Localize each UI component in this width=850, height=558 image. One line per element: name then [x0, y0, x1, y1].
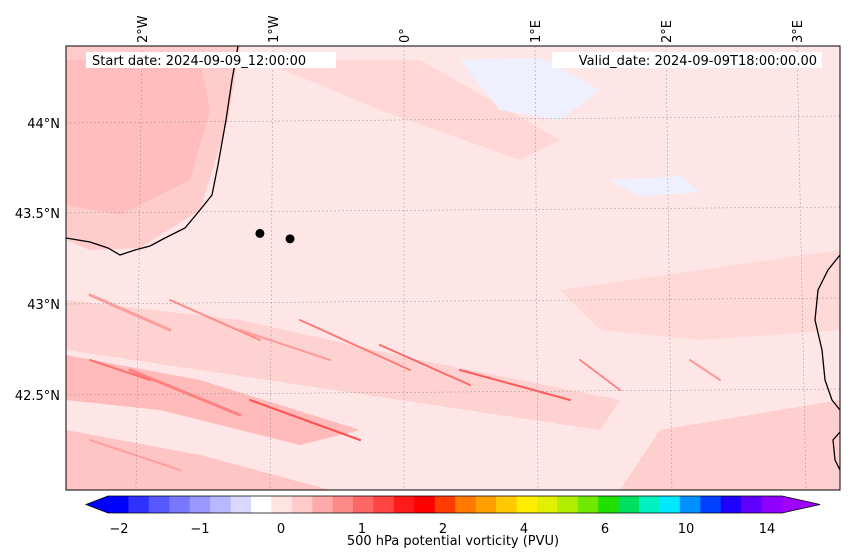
start-date-box — [86, 52, 336, 68]
valid-date-label: Valid_date: 2024-09-09T18:00:00.00 — [579, 54, 817, 69]
colorbar-swatch — [679, 496, 701, 513]
colorbar-swatch — [557, 496, 579, 513]
colorbar-extend-min — [86, 496, 108, 513]
colorbar-label: 500 hPa potential vorticity (PVU) — [347, 534, 559, 549]
lat-tick-label: 44°N — [27, 117, 60, 132]
colorbar-swatch — [189, 496, 211, 513]
graticule — [66, 46, 840, 490]
colorbar-swatch — [128, 496, 150, 513]
station-1-marker — [255, 228, 265, 238]
station-2-marker — [285, 234, 295, 244]
coastline-atlantic — [66, 46, 239, 256]
colorbar-swatch — [516, 496, 538, 513]
colorbar-swatch — [455, 496, 477, 513]
vorticity-streaks — [88, 293, 721, 471]
colorbar-tick-label: 1 — [358, 522, 366, 537]
colorbar-swatch — [720, 496, 742, 513]
colorbar-swatch — [169, 496, 191, 513]
colorbar-swatch — [332, 496, 354, 513]
colorbar-tick-label: 0 — [277, 522, 285, 537]
colorbar-swatch — [700, 496, 722, 513]
lat-tick-label: 43°N — [27, 298, 60, 313]
colorbar-extend-max — [782, 496, 820, 513]
colorbar-swatch — [577, 496, 599, 513]
colorbar-outline — [84, 495, 821, 514]
colorbar-swatch — [373, 496, 395, 513]
colorbar-swatch — [312, 496, 334, 513]
colorbar — [84, 495, 821, 514]
colorbar-swatch — [250, 496, 272, 513]
colorbar-swatch — [210, 496, 232, 513]
lon-tick-label: 1°E — [529, 20, 544, 43]
colorbar-tick-label: 6 — [601, 522, 609, 537]
colorbar-swatch — [496, 496, 517, 513]
valid-date-box — [552, 52, 822, 68]
lon-tick-label: 3°E — [791, 20, 806, 43]
colorbar-swatch — [475, 496, 497, 513]
lat-tick-label: 43.5°N — [15, 207, 60, 222]
colorbar-swatch — [353, 496, 375, 513]
colorbar-tick-labels: −2 −1 0 1 2 4 6 10 14 — [109, 522, 775, 537]
colorbar-swatch — [536, 496, 558, 513]
colorbar-swatch — [741, 496, 763, 513]
colorbar-tick-label: 4 — [520, 522, 528, 537]
colorbar-swatch — [414, 496, 436, 513]
map-frame — [65, 45, 841, 491]
lat-tick-label: 42.5°N — [15, 389, 60, 404]
colorbar-swatch — [271, 496, 293, 513]
colorbar-tick-label: 2 — [439, 522, 447, 537]
start-date-label: Start date: 2024-09-09_12:00:00 — [92, 54, 306, 69]
colorbar-swatch — [598, 496, 620, 513]
lon-tick-label: 2°E — [660, 20, 675, 43]
colorbar-swatch — [108, 496, 129, 513]
coastline-mediterranean — [814, 254, 840, 471]
latitude-labels: 44°N 43.5°N 43°N 42.5°N — [15, 117, 60, 404]
colorbar-swatch — [659, 496, 681, 513]
colorbar-tick-label: −2 — [109, 522, 128, 537]
colorbar-swatch — [618, 496, 640, 513]
colorbar-swatch — [291, 496, 313, 513]
colorbar-swatch — [639, 496, 660, 513]
colorbar-swatch — [434, 496, 456, 513]
map-field — [66, 46, 840, 490]
colorbar-swatch — [761, 496, 783, 513]
colorbar-tick-label: 10 — [678, 522, 695, 537]
colorbar-tick-label: −1 — [190, 522, 209, 537]
colorbar-swatch — [148, 496, 170, 513]
colorbar-swatch — [393, 496, 415, 513]
lon-tick-label: 0° — [398, 28, 413, 43]
colorbar-swatch — [230, 496, 252, 513]
lon-tick-label: 1°W — [267, 15, 282, 43]
lon-tick-label: 2°W — [136, 15, 151, 43]
colorbar-tick-label: 14 — [759, 522, 776, 537]
station-markers — [255, 228, 295, 244]
longitude-labels: 2°W 1°W 0° 1°E 2°E 3°E — [136, 15, 806, 43]
